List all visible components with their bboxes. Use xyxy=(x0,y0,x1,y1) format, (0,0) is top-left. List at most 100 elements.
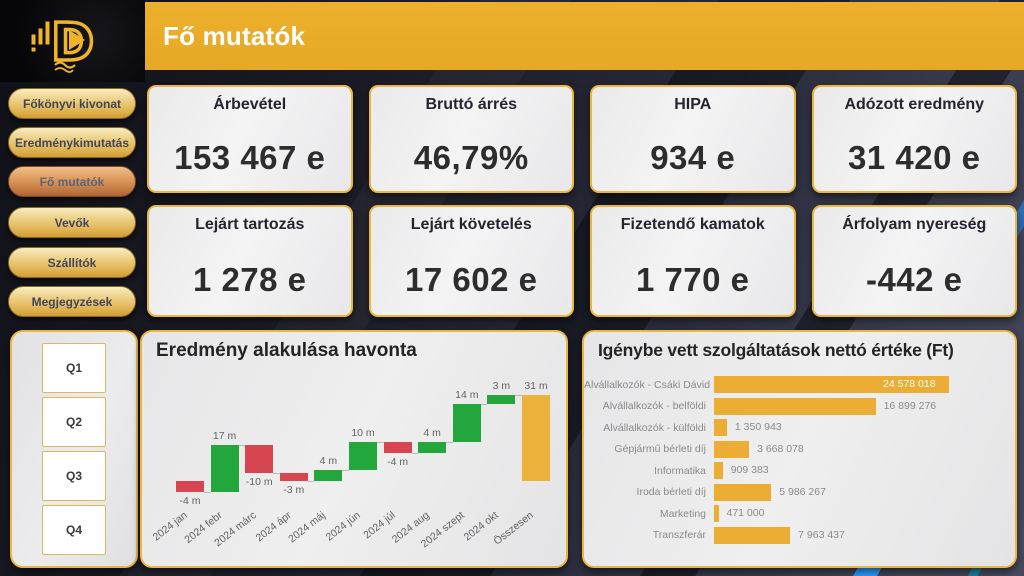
waterfall-bar[interactable] xyxy=(522,395,550,481)
bar-row: Marketing 471 000 xyxy=(584,505,1007,522)
waterfall-chart-title: Eredmény alakulása havonta xyxy=(156,340,417,361)
bar-category-label: Transzferár xyxy=(652,529,706,541)
sidebar-item-szallitok[interactable]: Szállítók xyxy=(8,247,136,278)
bar[interactable] xyxy=(714,526,791,544)
waterfall-bar[interactable] xyxy=(279,472,308,481)
bar[interactable] xyxy=(714,462,723,479)
quarter-button-q4[interactable]: Q4 xyxy=(42,505,106,555)
bar[interactable] xyxy=(714,440,750,458)
bar[interactable] xyxy=(714,376,949,393)
waterfall-value-label: -4 m xyxy=(179,495,201,508)
kpi-row-2: Lejárt tartozás 1 278 e Lejárt követelés… xyxy=(147,205,1017,317)
waterfall-bar[interactable] xyxy=(452,403,481,443)
waterfall-value-label: -10 m xyxy=(245,475,273,488)
bar-row: Alvállalkozók - belföldi 16 899 276 xyxy=(584,397,1007,415)
bar-category-label: Iroda bérleti díj xyxy=(636,486,706,498)
bar-track: 1 350 943 xyxy=(714,419,1007,436)
waterfall-bar[interactable] xyxy=(349,442,377,470)
kpi-card-arfolyam-nyereseg: Árfolyam nyereség -442 e xyxy=(811,205,1017,317)
waterfall-value-label: 31 m xyxy=(524,380,548,393)
waterfall-value-label: -4 m xyxy=(387,456,409,469)
kpi-title: HIPA xyxy=(674,96,712,113)
waterfall-bar[interactable] xyxy=(487,395,516,404)
kpi-card-adozott-eredmeny: Adózott eredmény 31 420 e xyxy=(811,85,1017,193)
waterfall-connector xyxy=(342,469,349,471)
kpi-value: 153 467 e xyxy=(174,139,326,176)
sidebar-item-fo-mutatok[interactable]: Fő mutatók xyxy=(8,166,136,197)
services-bar-chart: Igénybe vett szolgáltatások nettó értéke… xyxy=(582,330,1017,568)
kpi-value: -442 e xyxy=(865,261,963,298)
kpi-row-1: Árbevétel 153 467 e Bruttó árrés 46,79% … xyxy=(147,85,1017,193)
waterfall-connector xyxy=(446,442,453,444)
waterfall-bar[interactable] xyxy=(314,469,343,481)
waterfall-value-label: 3 m xyxy=(492,380,511,393)
waterfall-connector xyxy=(480,403,488,405)
waterfall-connector xyxy=(515,395,522,397)
waterfall-connector xyxy=(377,442,384,444)
bar[interactable] xyxy=(714,505,719,522)
waterfall-value-label: 17 m xyxy=(212,430,237,443)
kpi-card-lejart-tartozas: Lejárt tartozás 1 278 e xyxy=(147,205,353,317)
kpi-value: 31 420 e xyxy=(848,139,981,176)
waterfall-connector xyxy=(273,472,280,474)
bar-value-label: 5 986 267 xyxy=(779,485,826,498)
page-header: Fő mutatók xyxy=(145,2,1024,70)
kpi-value: 1 278 e xyxy=(192,261,307,298)
waterfall-connector xyxy=(204,492,211,494)
waterfall-bar[interactable] xyxy=(418,442,447,454)
waterfall-bar[interactable] xyxy=(176,481,204,493)
sidebar-item-eredmenykimutatas[interactable]: Eredménykimutatás xyxy=(8,127,136,158)
waterfall-bar[interactable] xyxy=(210,445,239,493)
bar-value-label: 16 899 276 xyxy=(883,399,937,412)
kpi-card-arbevetel: Árbevétel 153 467 e xyxy=(147,85,353,193)
waterfall-plot-area: -4 m 2024 jan 17 m 2024 febr -10 m 2024 márc -… xyxy=(142,332,566,566)
bar-category-label: Informatika xyxy=(654,464,706,477)
quarter-button-q1[interactable]: Q1 xyxy=(42,343,106,393)
bar-value-label: 3 668 078 xyxy=(757,442,804,455)
sidebar-item-vevok[interactable]: Vevők xyxy=(8,207,136,238)
bar-row: Informatika 909 383 xyxy=(584,462,1007,479)
waterfall-value-label: 10 m xyxy=(351,427,375,440)
waterfall-bar[interactable] xyxy=(383,442,412,454)
bar-category-label: Gépjármű bérleti díj xyxy=(614,443,706,455)
kpi-value: 17 602 e xyxy=(405,261,538,298)
bar-value-label: 7 963 437 xyxy=(798,528,845,541)
bar-track: 471 000 xyxy=(714,505,1007,522)
bar-track: 5 986 267 xyxy=(714,483,1007,501)
quarter-button-q2[interactable]: Q2 xyxy=(42,397,106,447)
bar[interactable] xyxy=(714,483,772,501)
bar[interactable] xyxy=(714,419,727,436)
kpi-title: Árfolyam nyereség xyxy=(842,216,987,233)
bar-category-label: Alvállalkozók - külföldi xyxy=(603,421,706,434)
kpi-card-fizetendo-kamatok: Fizetendő kamatok 1 770 e xyxy=(590,205,796,317)
waterfall-value-label: 4 m xyxy=(423,427,441,440)
kpi-title: Fizetendő kamatok xyxy=(620,216,765,233)
sidebar-item-megjegyzesek[interactable]: Megjegyzések xyxy=(8,286,136,317)
waterfall-value-label: 14 m xyxy=(455,388,479,401)
kpi-card-hipa: HIPA 934 e xyxy=(590,85,796,193)
bar-value-label: 471 000 xyxy=(726,507,765,519)
d-play-logo-icon: D xyxy=(31,11,95,75)
bar-chart-rows: Alvállalkozók - Csáki Dávid 24 578 018 Alv… xyxy=(584,376,1007,548)
bar-track: 3 668 078 xyxy=(714,440,1007,458)
waterfall-chart: Eredmény alakulása havonta -4 m 2024 jan 1… xyxy=(140,330,568,568)
bar[interactable] xyxy=(714,397,876,415)
bar-row: Alvállalkozók - Csáki Dávid 24 578 018 xyxy=(584,376,1007,393)
bar-track: 24 578 018 xyxy=(714,376,1007,393)
waterfall-value-label: -3 m xyxy=(283,484,305,496)
services-bar-chart-title: Igénybe vett szolgáltatások nettó értéke… xyxy=(598,340,954,360)
waterfall-connector xyxy=(307,481,315,482)
quarter-button-q3[interactable]: Q3 xyxy=(42,451,106,501)
sidebar-item-fokonyvi-kivonat[interactable]: Főkönyvi kivonat xyxy=(8,88,136,119)
bar-track: 909 383 xyxy=(714,462,1007,479)
bar-track: 7 963 437 xyxy=(714,526,1007,544)
bar-value-label: 24 578 018 xyxy=(883,378,936,390)
kpi-title: Árbevétel xyxy=(213,96,287,113)
kpi-card-brutto-arres: Bruttó árrés 46,79% xyxy=(368,85,574,193)
waterfall-value-label: 4 m xyxy=(319,454,338,467)
kpi-title: Lejárt tartozás xyxy=(195,216,305,233)
bar-value-label: 909 383 xyxy=(730,464,769,476)
bar-row: Alvállalkozók - külföldi 1 350 943 xyxy=(584,419,1007,436)
quarter-filter-panel: Q1 Q2 Q3 Q4 xyxy=(10,330,138,568)
waterfall-bar[interactable] xyxy=(245,445,274,473)
